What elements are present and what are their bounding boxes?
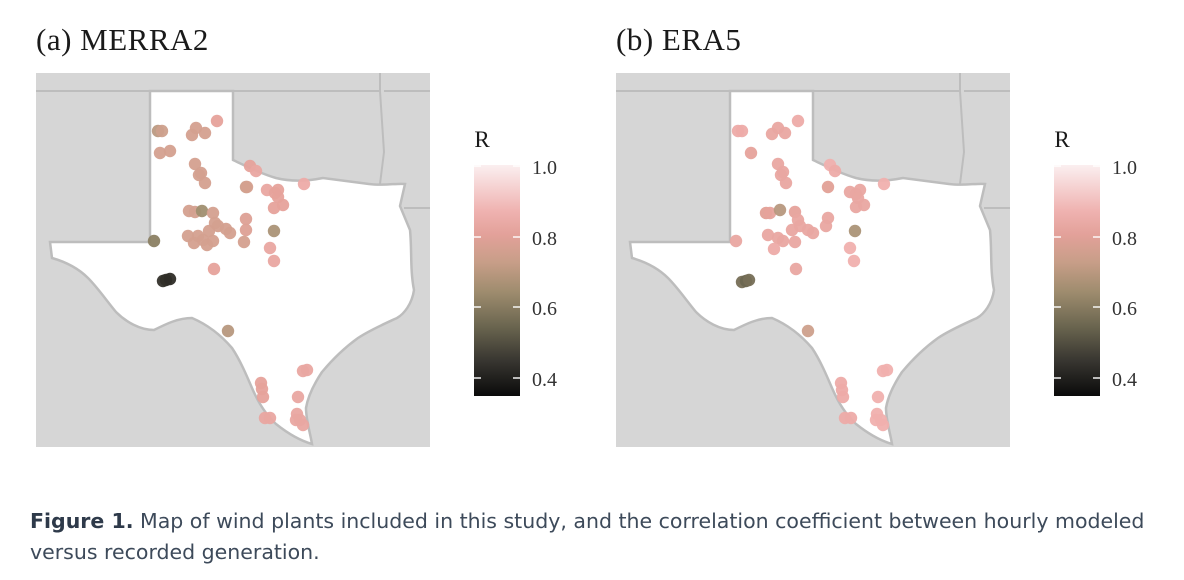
wind-plant-point xyxy=(221,324,235,338)
wind-plant-point xyxy=(153,146,167,160)
legend-tick-b-3: 0.6 xyxy=(1112,298,1137,320)
wind-plant-point xyxy=(206,206,220,220)
legend-tick-a-2: 0.8 xyxy=(532,228,557,250)
wind-plant-point xyxy=(188,157,202,171)
wind-plant-point xyxy=(776,165,790,179)
wind-plant-point xyxy=(844,411,858,425)
wind-plant-point xyxy=(223,226,237,240)
wind-plant-point xyxy=(155,124,169,138)
map-background xyxy=(36,73,430,447)
wind-plant-point xyxy=(249,164,263,178)
wind-plant-point xyxy=(296,418,310,432)
wind-plant-point xyxy=(788,235,802,249)
wind-plant-point xyxy=(198,126,212,140)
legend-tick-a-3: 0.6 xyxy=(532,298,557,320)
wind-plant-point xyxy=(297,177,311,191)
wind-plant-point xyxy=(239,212,253,226)
wind-plant-point xyxy=(182,204,196,218)
wind-plant-point xyxy=(767,242,781,256)
wind-plant-point xyxy=(187,236,201,250)
map-panel-merra2: R 1.0 0.8 0.6 0.4 xyxy=(36,73,557,447)
wind-plant-point xyxy=(765,127,779,141)
wind-plant-point xyxy=(821,180,835,194)
wind-plant-point xyxy=(763,206,777,220)
panel-b-title: (b) ERA5 xyxy=(616,22,742,57)
wind-plant-point xyxy=(836,390,850,404)
wind-plant-points-b xyxy=(729,114,894,432)
map-panel-era5: R 1.0 0.8 0.6 0.4 xyxy=(616,73,1137,447)
wind-plant-point xyxy=(761,228,775,242)
colorbar-a: R 1.0 0.8 0.6 0.4 xyxy=(474,127,557,396)
wind-plant-point xyxy=(256,390,270,404)
wind-plant-points-a xyxy=(147,114,314,432)
colorbar-gradient-b xyxy=(1054,165,1100,396)
caption-text: Map of wind plants included in this stud… xyxy=(30,509,1145,564)
wind-plant-point xyxy=(267,254,281,268)
wind-plant-point xyxy=(735,124,749,138)
wind-plant-point xyxy=(801,324,815,338)
legend-tick-b-4: 0.4 xyxy=(1112,369,1137,391)
wind-plant-point xyxy=(207,262,221,276)
wind-plant-point xyxy=(263,241,277,255)
wind-plant-point xyxy=(202,224,216,238)
wind-plant-point xyxy=(239,223,253,237)
wind-plant-point xyxy=(828,164,842,178)
wind-plant-point xyxy=(291,390,305,404)
wind-plant-point xyxy=(791,114,805,128)
wind-plant-point xyxy=(848,224,862,238)
wind-plant-point xyxy=(263,411,277,425)
wind-plant-point xyxy=(789,262,803,276)
caption-label: Figure 1. xyxy=(30,509,134,533)
wind-plant-point xyxy=(240,180,254,194)
wind-plant-point xyxy=(147,234,161,248)
legend-tick-b-1: 1.0 xyxy=(1112,157,1137,179)
wind-plant-point xyxy=(785,223,799,237)
wind-plant-point xyxy=(185,128,199,142)
wind-plant-point xyxy=(843,241,857,255)
figure-caption: Figure 1. Map of wind plants included in… xyxy=(30,506,1150,568)
wind-plant-point xyxy=(876,418,890,432)
wind-plant-point xyxy=(880,363,894,377)
wind-plant-point xyxy=(210,114,224,128)
legend-title-a: R xyxy=(474,127,490,152)
wind-plant-point xyxy=(271,190,285,204)
legend-tick-a-4: 0.4 xyxy=(532,369,557,391)
map-background xyxy=(616,73,1010,447)
wind-plant-point xyxy=(776,234,790,248)
wind-plant-point xyxy=(194,166,208,180)
wind-plant-point xyxy=(778,126,792,140)
panel-a-title: (a) MERRA2 xyxy=(36,22,209,57)
wind-plant-point xyxy=(163,144,177,158)
colorbar-gradient-a xyxy=(474,165,520,396)
maps-figure: R 1.0 0.8 0.6 0.4 xyxy=(36,73,1137,447)
wind-plant-point xyxy=(806,226,820,240)
wind-plant-point xyxy=(871,390,885,404)
wind-plant-point xyxy=(163,272,177,286)
wind-plant-point xyxy=(847,254,861,268)
legend-tick-b-2: 0.8 xyxy=(1112,228,1137,250)
colorbar-b: R 1.0 0.8 0.6 0.4 xyxy=(1054,127,1137,396)
wind-plant-point xyxy=(744,146,758,160)
wind-plant-point xyxy=(877,177,891,191)
wind-plant-point xyxy=(195,204,209,218)
wind-plant-point xyxy=(773,203,787,217)
wind-plant-point xyxy=(267,201,281,215)
wind-plant-point xyxy=(819,219,833,233)
legend-tick-a-1: 1.0 xyxy=(532,157,557,179)
wind-plant-point xyxy=(237,235,251,249)
wind-plant-point xyxy=(200,238,214,252)
wind-plant-point xyxy=(198,176,212,190)
legend-title-b: R xyxy=(1054,127,1070,152)
wind-plant-point xyxy=(300,363,314,377)
wind-plant-point xyxy=(267,224,281,238)
wind-plant-point xyxy=(849,200,863,214)
wind-plant-point xyxy=(742,273,756,287)
wind-plant-point xyxy=(729,234,743,248)
wind-plant-point xyxy=(779,176,793,190)
